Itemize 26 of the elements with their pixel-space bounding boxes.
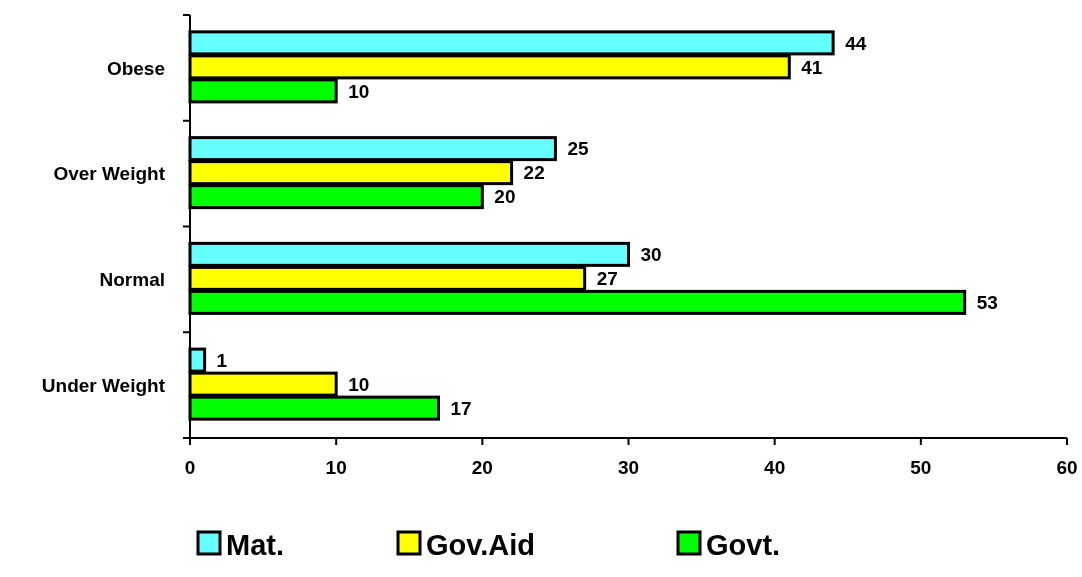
- data-label: 10: [348, 373, 370, 395]
- legend-label: Mat.: [226, 529, 284, 562]
- legend-label: Govt.: [706, 529, 781, 562]
- x-tick-label: 30: [617, 457, 640, 478]
- legend-label: Gov.Aid: [426, 529, 536, 562]
- data-label: 20: [494, 186, 516, 208]
- x-tick-label: 10: [325, 457, 347, 478]
- x-tick-label: 40: [764, 457, 786, 478]
- data-label: 30: [640, 244, 662, 266]
- data-label: 25: [567, 138, 589, 160]
- data-label: 1: [216, 349, 228, 371]
- data-label: 53: [976, 292, 998, 314]
- x-tick-label: 20: [471, 457, 493, 478]
- data-label: 17: [450, 397, 472, 419]
- y-tick-label: Obese: [106, 57, 165, 79]
- x-tick-label: 60: [1056, 457, 1078, 478]
- x-tick-label: 50: [910, 457, 932, 478]
- y-tick-label: Under Weight: [41, 374, 166, 396]
- data-label: 27: [596, 268, 618, 290]
- y-tick-label: Over Weight: [53, 163, 166, 185]
- data-label: 22: [523, 162, 545, 184]
- data-label: 10: [348, 80, 370, 102]
- data-label: 44: [845, 32, 867, 54]
- data-label: 41: [801, 56, 823, 78]
- x-tick-label: 0: [184, 457, 196, 478]
- y-tick-label: Normal: [99, 269, 165, 291]
